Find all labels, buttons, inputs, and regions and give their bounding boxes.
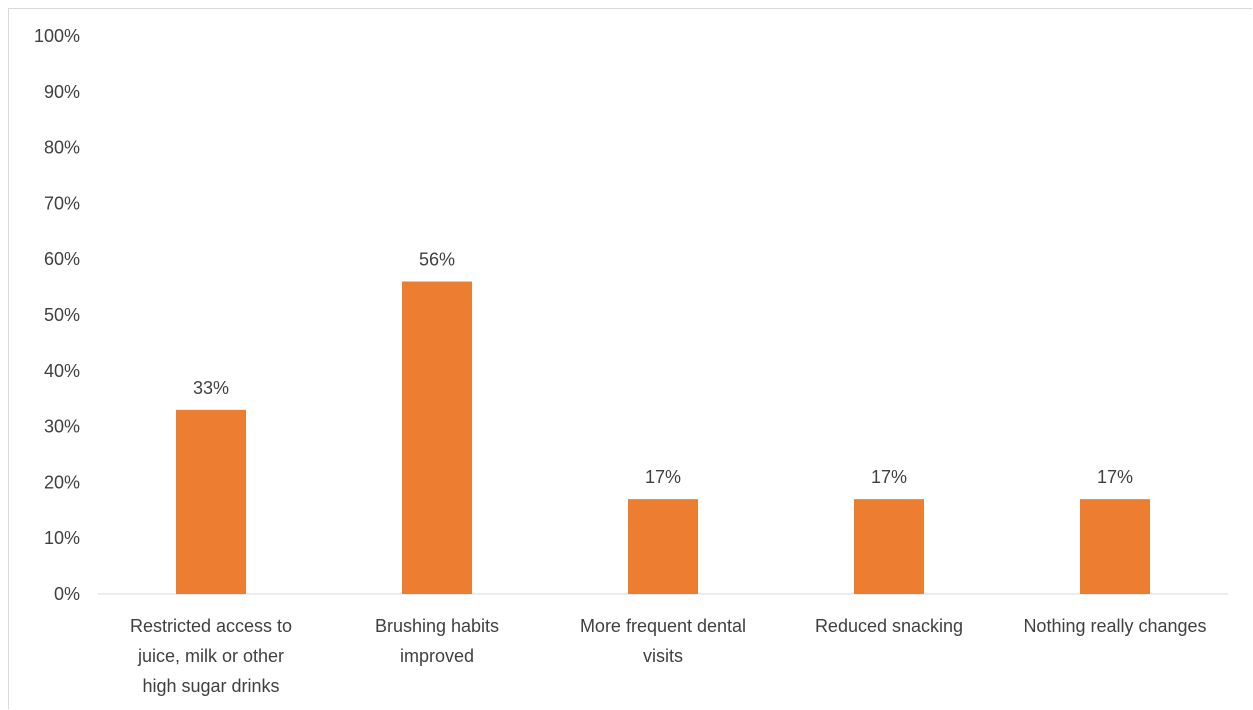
category-label: juice, milk or other — [137, 646, 284, 666]
y-tick-label: 30% — [44, 417, 80, 437]
bar — [402, 281, 472, 594]
category-label: Nothing really changes — [1023, 616, 1206, 636]
data-label: 17% — [871, 467, 907, 487]
chart-frame — [8, 8, 1252, 709]
bar — [628, 499, 698, 594]
data-label: 17% — [1097, 467, 1133, 487]
y-tick-label: 40% — [44, 361, 80, 381]
y-tick-label: 60% — [44, 249, 80, 269]
y-tick-label: 100% — [34, 26, 80, 46]
y-tick-label: 90% — [44, 82, 80, 102]
data-label: 56% — [419, 250, 455, 270]
category-label: More frequent dental — [580, 616, 746, 636]
data-label: 33% — [193, 378, 229, 398]
bars — [176, 281, 1150, 594]
y-tick-label: 0% — [54, 584, 80, 604]
category-label: Restricted access to — [130, 616, 292, 636]
data-label: 17% — [645, 467, 681, 487]
bar — [176, 409, 246, 594]
category-label: high sugar drinks — [142, 676, 279, 696]
category-label: Reduced snacking — [815, 616, 963, 636]
bar — [854, 499, 924, 594]
category-label: Brushing habits — [375, 616, 499, 636]
data-labels: 33% 56% 17% 17% 17% — [193, 250, 1133, 488]
y-tick-label: 70% — [44, 193, 80, 213]
y-tick-label: 10% — [44, 528, 80, 548]
y-tick-label: 80% — [44, 138, 80, 158]
category-label: visits — [643, 646, 683, 666]
y-tick-label: 50% — [44, 305, 80, 325]
y-tick-label: 20% — [44, 472, 80, 492]
bar — [1080, 499, 1150, 594]
category-labels: Restricted access to juice, milk or other… — [130, 616, 1207, 696]
y-axis-ticks: 0% 10% 20% 30% 40% 50% 60% 70% 80% 90% 100% — [34, 26, 80, 604]
category-label: improved — [400, 646, 474, 666]
